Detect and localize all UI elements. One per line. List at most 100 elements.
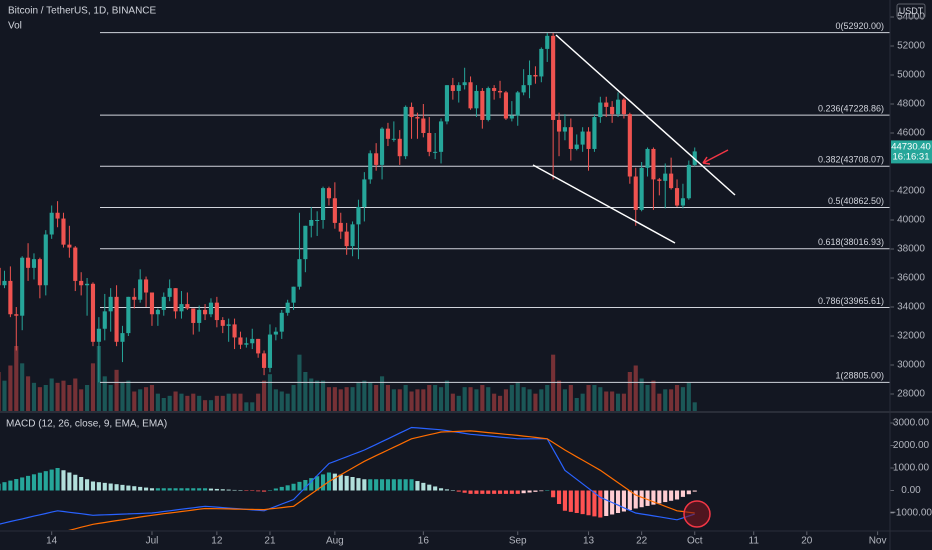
- volume-bar: [26, 376, 31, 411]
- macd-histogram-bar: [120, 484, 125, 491]
- candle-body: [674, 188, 680, 206]
- volume-bar: [562, 389, 568, 411]
- macd-histogram-bar: [486, 490, 491, 494]
- volume-bar: [615, 393, 621, 411]
- fib-label: 0(52920.00): [835, 21, 884, 31]
- axes: 28000 30000 32000 34000 36000 38000 40000 42000…: [46, 12, 932, 547]
- volume-bar: [309, 378, 314, 411]
- macd-histogram-bar: [26, 475, 31, 491]
- last-price-box: [891, 140, 932, 164]
- volume-bar: [332, 387, 337, 411]
- candle-body: [90, 283, 96, 342]
- macd-histogram-bar: [645, 490, 650, 506]
- macd-histogram-bar: [126, 485, 131, 491]
- macd-histogram-bar: [692, 490, 697, 492]
- macd-histogram-bar: [43, 471, 48, 491]
- macd-histogram-bar: [421, 482, 426, 491]
- macd-y-tick-label: 3000.00: [893, 418, 930, 429]
- macd-histogram-bar: [114, 484, 119, 491]
- x-tick-label: 12: [211, 536, 223, 547]
- candle-body: [79, 280, 84, 286]
- macd-histogram-bar: [303, 480, 308, 491]
- macd-histogram-bar: [503, 490, 509, 494]
- candle-body: [279, 312, 284, 332]
- volume-bar: [486, 387, 491, 411]
- volume-bar: [674, 385, 680, 411]
- volume-bar: [503, 389, 509, 411]
- candle-body: [155, 309, 160, 315]
- macd-histogram-bar: [397, 479, 402, 491]
- volume-bar: [639, 378, 644, 411]
- macd-histogram-bar: [680, 490, 685, 497]
- candle-body: [362, 179, 367, 207]
- macd-histogram-bar: [462, 490, 467, 493]
- volume-bar: [379, 376, 385, 411]
- macd-histogram-bar: [391, 479, 396, 491]
- macd-histogram-bar: [368, 479, 373, 491]
- volume-bar: [427, 385, 432, 411]
- macd-histogram-bar: [539, 490, 544, 492]
- candle-body: [108, 296, 113, 312]
- macd-histogram-bar: [8, 480, 13, 491]
- volume-bar: [669, 389, 674, 411]
- volume-bar: [155, 393, 160, 411]
- macd-histogram-bar: [238, 490, 243, 491]
- candle-body: [303, 225, 308, 260]
- y-tick-label: 34000: [897, 302, 925, 313]
- candle-body: [615, 99, 621, 115]
- candle-body: [551, 35, 556, 120]
- volume-bar: [409, 391, 414, 411]
- macd-histogram-bar: [2, 482, 7, 491]
- volume-bar: [161, 398, 166, 411]
- macd-histogram-bar: [0, 483, 1, 491]
- volume-bar: [297, 354, 302, 411]
- x-tick-label: Nov: [869, 536, 887, 547]
- volume-bar: [403, 385, 408, 411]
- macd-histogram-bar: [279, 486, 284, 491]
- candle-body: [203, 309, 208, 315]
- macd-histogram-bar: [450, 490, 455, 491]
- fib-label: 0.5(40862.50): [828, 196, 884, 206]
- x-tick-label: 22: [636, 536, 648, 547]
- macd-histogram-bar: [674, 490, 680, 500]
- fib-label: 0.786(33965.61): [818, 296, 884, 306]
- volume-bar: [320, 380, 326, 411]
- volume-bar: [79, 389, 84, 411]
- candle-body: [574, 144, 579, 149]
- macd-histogram-bar: [669, 490, 674, 501]
- macd-histogram-bar: [102, 482, 107, 491]
- candle-body: [73, 247, 78, 281]
- volume-bar: [592, 385, 597, 411]
- candle-body: [250, 338, 255, 344]
- candle-body: [539, 48, 544, 77]
- candle-body: [379, 128, 385, 165]
- candle-body: [415, 117, 420, 119]
- candle-body: [433, 151, 438, 153]
- macd-histogram-bar: [85, 479, 90, 491]
- macd-histogram-bar: [586, 490, 591, 516]
- signal-line: [68, 430, 695, 530]
- y-tick-label: 52000: [897, 41, 925, 52]
- candle-body: [515, 92, 520, 116]
- volume-bar: [250, 402, 255, 411]
- volume-bar: [256, 393, 261, 411]
- macd-histogram-bar: [73, 474, 78, 491]
- volume-bar: [368, 382, 373, 411]
- macd-histogram-bar: [492, 490, 497, 494]
- volume-bar: [344, 387, 349, 411]
- volume-bar: [462, 387, 467, 411]
- volume-bar: [191, 393, 196, 411]
- symbol-title: Bitcoin / TetherUS, 1D, BINANCE: [8, 6, 157, 17]
- volume-bar: [273, 389, 278, 411]
- candle-body: [497, 90, 503, 93]
- x-tick-label: 21: [264, 536, 276, 547]
- volume-bar: [267, 374, 273, 411]
- candle-body: [0, 267, 1, 286]
- volume-bar: [220, 395, 225, 411]
- candle-body: [527, 75, 532, 86]
- x-tick-label: Jul: [146, 536, 159, 547]
- candle-body: [338, 222, 343, 232]
- candle-body: [580, 131, 585, 145]
- candle-body: [55, 212, 60, 219]
